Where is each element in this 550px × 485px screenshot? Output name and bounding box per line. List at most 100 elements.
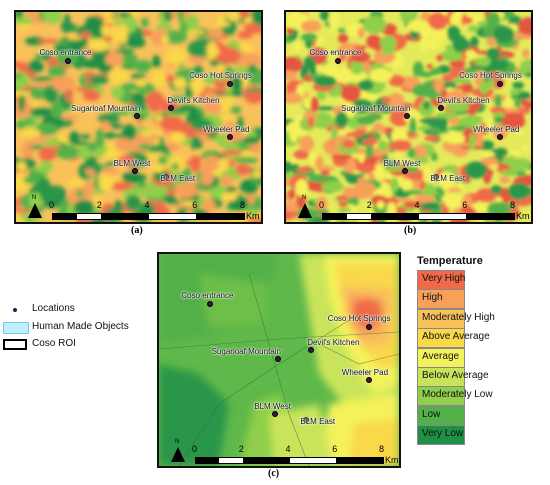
texture-blob xyxy=(437,171,456,190)
texture-blob xyxy=(59,49,76,61)
texture-blob xyxy=(310,96,319,113)
texture-blob xyxy=(368,155,377,166)
texture-blob xyxy=(248,64,256,73)
location-marker xyxy=(438,104,445,111)
texture-blob xyxy=(151,162,166,173)
texture-blob xyxy=(505,107,520,114)
location-label: Sugarloaf Mountain xyxy=(211,346,281,356)
temperature-class-label: Low xyxy=(422,408,441,420)
texture-blob xyxy=(525,72,531,78)
location-marker xyxy=(227,133,234,140)
texture-blob xyxy=(109,181,133,191)
texture-blob xyxy=(122,124,137,142)
location-label: Sugarloaf Mountain xyxy=(341,103,411,113)
texture-blob xyxy=(490,106,506,115)
texture-blob xyxy=(138,143,152,151)
texture-blob xyxy=(465,49,477,60)
texture-blob xyxy=(21,140,35,159)
texture-blob xyxy=(172,203,188,209)
texture-blob xyxy=(67,35,82,40)
texture-blob xyxy=(252,170,261,179)
texture-blob xyxy=(44,84,59,103)
texture-blob xyxy=(126,106,134,115)
north-label: N xyxy=(175,439,180,445)
texture-blob xyxy=(208,76,230,81)
texture-blob xyxy=(73,199,95,216)
texture-blob xyxy=(468,25,479,33)
texture-blob xyxy=(426,64,433,69)
texture-blob xyxy=(189,117,213,131)
location-marker xyxy=(365,324,372,331)
texture-blob xyxy=(251,12,261,26)
texture-blob xyxy=(342,187,358,198)
texture-blob xyxy=(319,12,330,21)
texture-blob xyxy=(286,28,294,35)
texture-blob xyxy=(220,175,233,186)
location-marker xyxy=(303,417,310,424)
texture-blob xyxy=(448,60,466,67)
texture-blob xyxy=(141,130,153,137)
texture-blob xyxy=(167,139,178,152)
texture-blob xyxy=(317,196,328,212)
texture-blob xyxy=(203,90,217,106)
location-label: BLM East xyxy=(430,173,466,183)
texture-blob xyxy=(16,61,26,68)
scale-tick-label: 8 xyxy=(510,200,516,210)
texture-blob xyxy=(25,36,46,46)
texture-blob xyxy=(236,116,244,133)
location-marker xyxy=(65,58,72,65)
texture-blob xyxy=(60,19,73,33)
human-made-swatch xyxy=(3,322,29,334)
location-label: Coso Hot Springs xyxy=(459,71,522,81)
scale-bar xyxy=(52,213,245,220)
texture-blob xyxy=(308,174,328,183)
texture-blob xyxy=(151,72,167,88)
map-panel-a: Coso entrance Coso Hot Springs Devil's Kit… xyxy=(14,10,263,224)
scale-tick-label: 4 xyxy=(414,200,420,210)
location-label: Devil's Kitchen xyxy=(167,95,220,105)
texture-blob xyxy=(29,145,43,149)
texture-blob xyxy=(500,168,520,177)
texture-blob xyxy=(99,12,117,18)
texture-blob xyxy=(101,24,110,37)
texture-blob xyxy=(244,136,261,145)
location-marker xyxy=(131,167,138,174)
texture-blob xyxy=(300,33,318,42)
texture-blob xyxy=(434,186,445,203)
texture-blob xyxy=(16,162,27,170)
texture-blob xyxy=(79,134,91,140)
scale-tick-label: 0 xyxy=(49,200,55,210)
texture-blob xyxy=(314,75,337,87)
temperature-class-label: Below Average xyxy=(422,370,489,381)
scale-unit-label: Km xyxy=(385,455,399,465)
scale-tick-label: 6 xyxy=(192,200,198,210)
texture-blob xyxy=(134,59,152,73)
location-marker xyxy=(433,173,440,180)
location-label: BLM East xyxy=(160,173,196,183)
texture-blob xyxy=(44,139,61,147)
texture-blob xyxy=(247,218,261,222)
texture-blob xyxy=(74,87,90,92)
texture-blob xyxy=(146,91,164,108)
texture-blob xyxy=(80,31,92,39)
locations-symbol-icon xyxy=(13,308,17,312)
texture-blob xyxy=(16,90,30,97)
texture-blob xyxy=(197,196,206,205)
scale-tick-label: 4 xyxy=(144,200,150,210)
texture-blob xyxy=(222,149,243,156)
texture-blob xyxy=(357,27,365,39)
texture-blob xyxy=(106,161,118,166)
texture-blob xyxy=(293,43,301,53)
texture-blob xyxy=(30,76,54,82)
texture-blob xyxy=(484,58,509,72)
texture-blob xyxy=(173,77,187,89)
texture-blob xyxy=(331,154,353,160)
texture-blob xyxy=(335,111,348,128)
texture-blob xyxy=(187,40,211,58)
texture-blob xyxy=(350,51,371,63)
scale-tick-label: 6 xyxy=(462,200,468,210)
scale-bar-segment xyxy=(466,214,514,219)
texture-blob xyxy=(340,84,361,103)
texture-blob xyxy=(100,148,124,161)
texture-blob xyxy=(321,181,344,193)
